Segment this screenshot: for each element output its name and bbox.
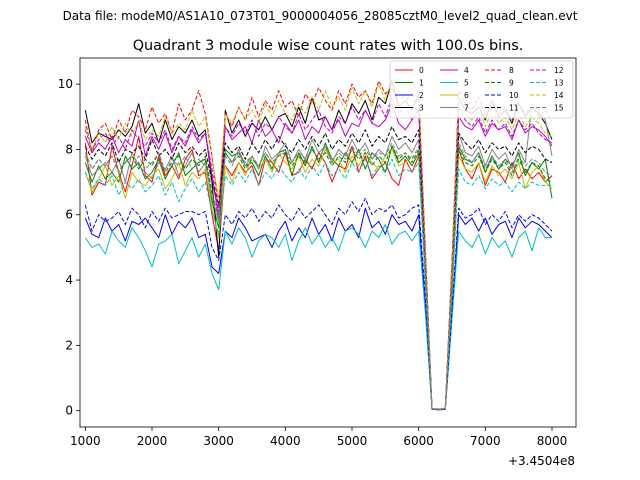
- legend-box: [389, 60, 574, 119]
- series-line-13: [84, 158, 552, 410]
- x-offset-label: +3.4504e8: [508, 454, 575, 468]
- legend-label-2: 2: [419, 91, 424, 100]
- x-tick-label: 5000: [337, 434, 368, 448]
- legend-label-10: 10: [509, 91, 519, 100]
- y-tick-label: 6: [65, 208, 73, 222]
- suptitle: Data file: modeM0/AS1A10_073T01_90000040…: [63, 9, 578, 23]
- x-tick-label: 4000: [270, 434, 301, 448]
- x-tick-label: 8000: [537, 434, 568, 448]
- legend-label-8: 8: [509, 66, 514, 75]
- legend-label-5: 5: [464, 79, 469, 88]
- legend-label-3: 3: [419, 104, 424, 113]
- legend-label-0: 0: [419, 66, 424, 75]
- y-axis: 0 2 4 6 8 10: [58, 77, 80, 418]
- legend-label-1: 1: [419, 79, 424, 88]
- legend-label-14: 14: [554, 91, 564, 100]
- series-line-5: [84, 224, 552, 411]
- series-line-15: [84, 142, 553, 410]
- y-tick-label: 0: [65, 404, 73, 418]
- series-line-7: [84, 103, 553, 410]
- legend-label-15: 15: [554, 104, 564, 113]
- series-line-4: [84, 103, 553, 410]
- y-tick-label: 4: [65, 273, 73, 287]
- legend-label-6: 6: [464, 91, 469, 100]
- y-tick-label: 10: [58, 77, 73, 91]
- y-tick-label: 8: [65, 142, 73, 156]
- legend-label-12: 12: [554, 66, 564, 75]
- chart-title: Quadrant 3 module wise count rates with …: [133, 38, 524, 54]
- series-line-12: [84, 96, 553, 410]
- legend-label-7: 7: [464, 104, 469, 113]
- legend-label-13: 13: [554, 79, 564, 88]
- x-axis: 1000 2000 3000 4000 5000 6000 7000 8000: [70, 427, 567, 448]
- x-tick-label: 7000: [470, 434, 501, 448]
- legend-label-11: 11: [509, 104, 519, 113]
- x-tick-label: 2000: [137, 434, 168, 448]
- y-tick-label: 2: [65, 338, 73, 352]
- legend-label-9: 9: [509, 79, 514, 88]
- series-line-10: [84, 197, 553, 411]
- series-line-6: [84, 148, 553, 410]
- x-tick-label: 3000: [203, 434, 234, 448]
- series-line-11: [84, 126, 553, 410]
- legend-label-4: 4: [464, 66, 469, 75]
- x-tick-label: 6000: [403, 434, 434, 448]
- plot-frame: [79, 57, 577, 428]
- x-tick-label: 1000: [70, 434, 101, 448]
